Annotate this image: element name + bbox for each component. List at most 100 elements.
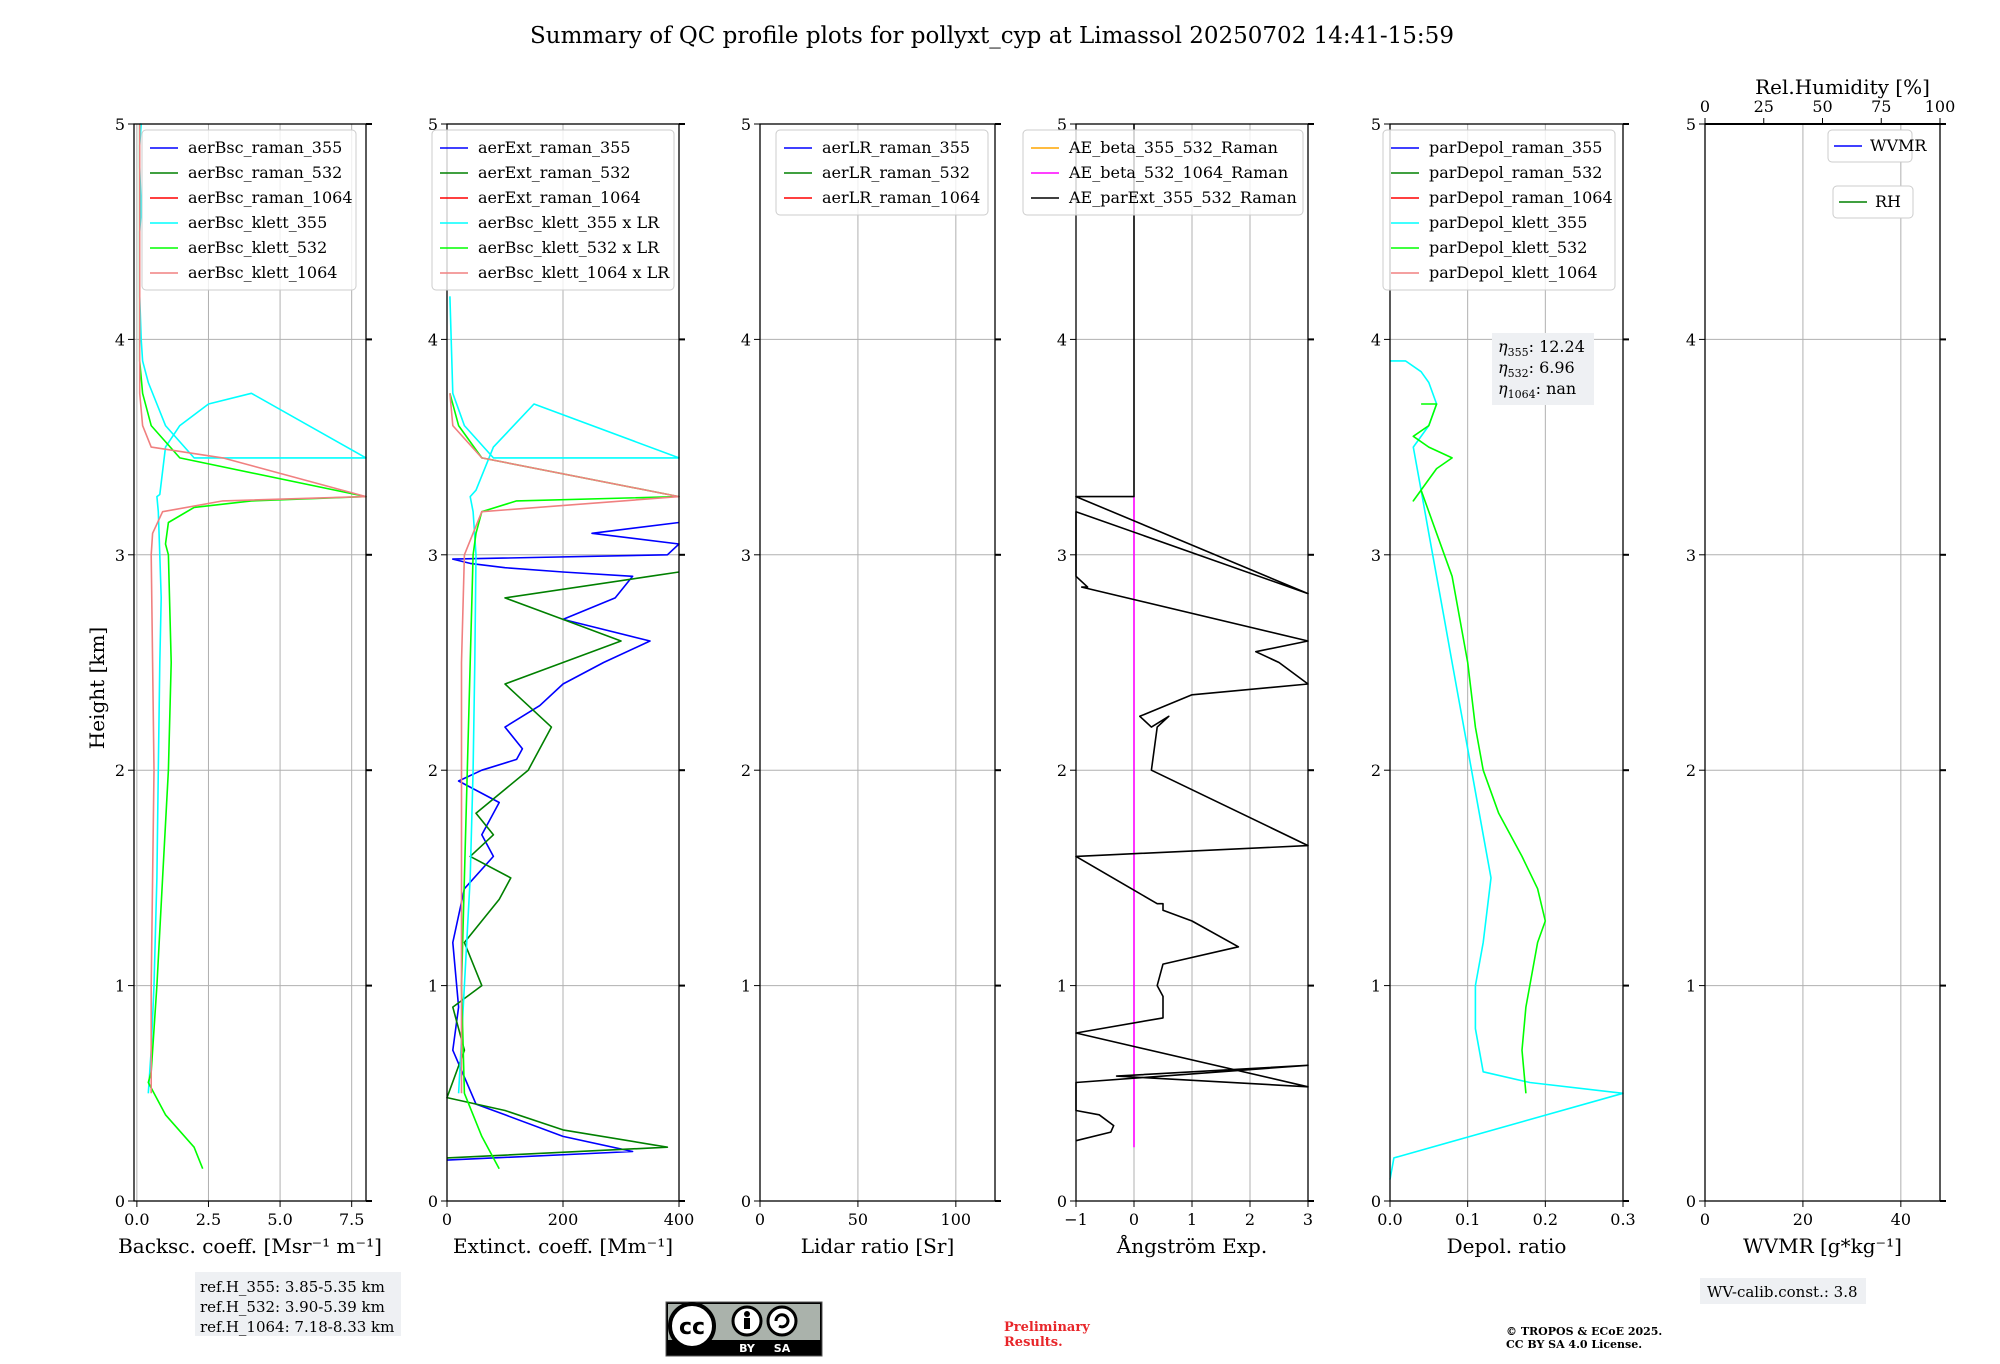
y-tick-label: 1: [1057, 977, 1067, 996]
legend-rh: RH: [1832, 185, 1914, 219]
x-tick-label: 50: [848, 1210, 868, 1229]
wv-calibration-constant: WV-calib.const.: 3.8: [1707, 1283, 1858, 1301]
legend-box: [1022, 129, 1304, 216]
x-tick-label: 2.5: [196, 1210, 221, 1229]
legend-label: RH: [1875, 192, 1901, 211]
svg-text:cc: cc: [679, 1315, 705, 1340]
y-tick-label: 1: [115, 977, 125, 996]
x-tick-label: 40: [1891, 1210, 1911, 1229]
y-tick-label: 5: [115, 115, 125, 134]
y-tick-label: 4: [428, 330, 438, 349]
top-tick-label: 0: [1700, 97, 1710, 116]
plot-frame: [446, 123, 680, 1202]
y-tick-label: 0: [1371, 1192, 1381, 1211]
plot-frame: [1704, 123, 1941, 1202]
y-tick-label: 1: [741, 977, 751, 996]
figure-title: Summary of QC profile plots for pollyxt_…: [530, 23, 1454, 49]
legend: aerLR_raman_355 aerLR_raman_532 aerLR_rama…: [775, 129, 989, 216]
top-tick-label: 50: [1812, 97, 1832, 116]
y-tick-label: 2: [115, 761, 125, 780]
plot-frame: [1389, 123, 1624, 1202]
plot-frame: [1075, 123, 1309, 1202]
x-tick-label: 3: [1303, 1210, 1313, 1229]
y-tick-label: 0: [741, 1192, 751, 1211]
y-tick-label: 1: [428, 977, 438, 996]
x-axis-label: WVMR [g*kg⁻¹]: [1743, 1234, 1902, 1258]
legend-label: aerBsc_raman_532: [188, 163, 342, 182]
legend-label: aerBsc_klett_532 x LR: [478, 238, 660, 257]
legend-label: parDepol_klett_1064: [1429, 263, 1598, 282]
legend-label: aerBsc_klett_355 x LR: [478, 213, 660, 232]
top-axis-label: Rel.Humidity [%]: [1755, 75, 1930, 99]
legend: aerBsc_raman_355 aerBsc_raman_532 aerBsc_r…: [141, 129, 357, 291]
x-axis-label: Ångström Exp.: [1116, 1233, 1267, 1258]
y-tick-label: 1: [1686, 977, 1696, 996]
legend-label: aerLR_raman_355: [822, 138, 970, 157]
x-tick-label: 0.0: [1377, 1210, 1402, 1229]
y-tick-label: 0: [1686, 1192, 1696, 1211]
ref-height-355: ref.H_355: 3.85-5.35 km: [200, 1278, 385, 1296]
x-axis-label: Extinct. coeff. [Mm⁻¹]: [453, 1234, 673, 1258]
legend-box: [141, 129, 357, 291]
y-tick-label: 5: [1371, 115, 1381, 134]
copyright-line-1: © TROPOS & ECoE 2025.: [1506, 1325, 1662, 1338]
y-tick-label: 3: [1686, 546, 1696, 565]
x-tick-label: 2: [1245, 1210, 1255, 1229]
panel-3: 0 50 100 0 1 2 3 4 5 Lidar ratio [Sr] aerLR_raman_…: [741, 115, 1001, 1258]
legend-label: parDepol_raman_532: [1429, 163, 1602, 182]
legend-label: AE_parExt_355_532_Raman: [1068, 188, 1297, 207]
y-tick-label: 2: [741, 761, 751, 780]
legend-label: aerBsc_raman_1064: [188, 188, 353, 207]
y-tick-label: 1: [1371, 977, 1381, 996]
y-tick-label: 2: [428, 761, 438, 780]
y-tick-label: 4: [115, 330, 125, 349]
legend-box: [431, 129, 675, 291]
y-tick-label: 5: [741, 115, 751, 134]
x-tick-label: 0.0: [124, 1210, 149, 1229]
eta-1064: η1064: nan: [1498, 379, 1576, 401]
legend-label: aerBsc_raman_355: [188, 138, 342, 157]
legend-label: AE_beta_532_1064_Raman: [1068, 163, 1288, 182]
cc-license-badge: cc BY SA: [665, 1301, 823, 1357]
license-sa: SA: [774, 1342, 791, 1355]
x-tick-label: 7.5: [339, 1210, 364, 1229]
legend-box: [1382, 129, 1616, 291]
y-tick-label: 4: [1686, 330, 1696, 349]
x-tick-label: 0: [1129, 1210, 1139, 1229]
y-tick-label: 5: [428, 115, 438, 134]
x-tick-label: 0: [755, 1210, 765, 1229]
x-tick-label: 0: [1700, 1210, 1710, 1229]
y-tick-label: 3: [1371, 546, 1381, 565]
legend-label: parDepol_raman_355: [1429, 138, 1602, 157]
cc-icon: [668, 1302, 716, 1350]
y-tick-label: 2: [1371, 761, 1381, 780]
panels: 0.0 2.5 5.0 7.5 0 1 2 3 4 5 Backsc. coeff. [Msr⁻¹ …: [115, 75, 1955, 1258]
x-tick-label: 400: [664, 1210, 695, 1229]
x-tick-label: 0.1: [1455, 1210, 1480, 1229]
series-aerBsc_klett_532 x LR: [449, 393, 680, 1170]
top-tick-label: 100: [1925, 97, 1956, 116]
legend-label: AE_beta_355_532_Raman: [1068, 138, 1278, 157]
legend-label: aerBsc_klett_1064: [188, 263, 337, 282]
ref-height-1064: ref.H_1064: 7.18-8.33 km: [200, 1318, 394, 1336]
x-tick-label: 20: [1793, 1210, 1813, 1229]
y-axis-label: Height [km]: [85, 627, 109, 749]
series-aerBsc_klett_1064 x LR: [449, 393, 680, 1094]
legend-label: aerExt_raman_355: [478, 138, 631, 157]
preliminary-note-2: Results.: [1004, 1335, 1063, 1350]
series-aerBsc_klett_532: [138, 124, 367, 1169]
ref-height-532: ref.H_532: 3.90-5.39 km: [200, 1298, 385, 1316]
legend-label: aerLR_raman_532: [822, 163, 970, 182]
plot-frame: [759, 123, 996, 1202]
reference-height-box: ref.H_355: 3.85-5.35 km ref.H_532: 3.90-…: [195, 1272, 401, 1336]
y-tick-label: 4: [741, 330, 751, 349]
y-tick-label: 0: [1057, 1192, 1067, 1211]
y-tick-label: 3: [115, 546, 125, 565]
series-aerBsc_klett_355 x LR: [449, 296, 680, 1094]
panel-1: 0.0 2.5 5.0 7.5 0 1 2 3 4 5 Backsc. coeff. [Msr⁻¹ …: [115, 115, 382, 1258]
legend: AE_beta_355_532_Raman AE_beta_532_1064_Ra…: [1022, 129, 1304, 216]
